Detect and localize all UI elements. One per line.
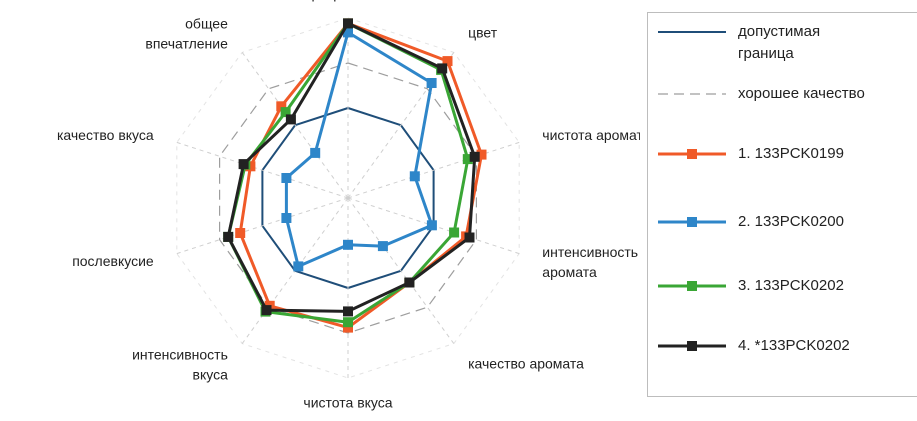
legend-item-1: допустимая граница bbox=[648, 21, 917, 67]
axis-label-line: качество вкуса bbox=[57, 127, 154, 143]
legend-item-6: 4. *133PCK0202 bbox=[648, 335, 917, 381]
series-2 bbox=[281, 27, 437, 272]
legend-marker bbox=[687, 341, 697, 351]
series-2-point bbox=[281, 173, 292, 183]
legend-item-5: 3. 133PCK0202 bbox=[648, 275, 917, 321]
series-4-point bbox=[285, 114, 296, 125]
series-2-point bbox=[310, 147, 321, 158]
series-2-point bbox=[343, 27, 353, 38]
legend-swatch-5 bbox=[658, 281, 726, 291]
axis-label-общее: общее впечатление bbox=[145, 16, 228, 52]
legend-marker bbox=[687, 149, 697, 159]
series-2-point bbox=[293, 261, 304, 272]
axis-spoke bbox=[347, 52, 455, 199]
series-4-point bbox=[343, 306, 353, 317]
series-2-point bbox=[426, 78, 437, 88]
axis-label-интенсивность: интенсивность вкуса bbox=[132, 346, 228, 382]
axis-label-line: аромата bbox=[542, 264, 597, 280]
axis-label-цвет: цвет bbox=[468, 25, 498, 41]
legend-item-3: 1. 133PCK0199 bbox=[648, 143, 917, 189]
legend-item-4: 2. 133PCK0200 bbox=[648, 211, 917, 257]
axis-label-line: чистота аромата bbox=[542, 127, 640, 143]
axis-label-line: впечатление bbox=[145, 36, 228, 52]
axis-label-послевкусие: послевкусие bbox=[72, 253, 154, 269]
axis-label-line: чистота вкуса bbox=[303, 394, 392, 410]
axis-spoke bbox=[241, 52, 349, 199]
series-4-point bbox=[469, 151, 480, 162]
series-3-point bbox=[280, 107, 291, 118]
legend-swatch-2 bbox=[658, 93, 726, 95]
series-line-2 bbox=[284, 30, 434, 268]
chart-legend: допустимая граница хорошее качество 1. 133… bbox=[647, 12, 917, 397]
axis-spoke bbox=[176, 197, 349, 255]
series-layer bbox=[223, 18, 487, 333]
axis-label-line: интенсивность bbox=[132, 346, 228, 362]
series-2-point bbox=[409, 171, 420, 182]
axis-spoke bbox=[347, 141, 520, 199]
legend-marker bbox=[687, 281, 697, 291]
series-3-point bbox=[343, 317, 353, 328]
series-4 bbox=[223, 18, 480, 317]
axis-label-layer: прозрачность цвет чистота аромата интенсивн… bbox=[57, 0, 640, 410]
legend-item-2: хорошее качество bbox=[648, 83, 917, 129]
series-2-point bbox=[281, 213, 292, 223]
legend-swatch-6 bbox=[658, 341, 726, 351]
legend-label-6: 4. *133PCK0202 bbox=[738, 337, 850, 354]
axis-label-line: качество аромата bbox=[468, 355, 584, 371]
series-1 bbox=[235, 18, 487, 333]
series-3-point bbox=[449, 227, 460, 238]
axis-label-line: общее bbox=[185, 16, 228, 32]
legend-label-2: хорошее качество bbox=[738, 85, 865, 102]
axis-label-качество-аромата: качество аромата bbox=[468, 355, 584, 371]
series-4-point bbox=[261, 305, 272, 316]
legend-label-3: 1. 133PCK0199 bbox=[738, 145, 844, 162]
axis-label-чистота-аромата: чистота аромата bbox=[542, 127, 640, 143]
axis-spoke bbox=[347, 197, 455, 344]
legend-swatch-4 bbox=[658, 217, 726, 227]
radar-chart: прозрачность цвет чистота аромата интенсивн… bbox=[57, 0, 640, 410]
axis-label-line: прозрачность bbox=[304, 0, 392, 2]
legend-label-5: 3. 133PCK0202 bbox=[738, 277, 844, 294]
legend-label-1: допустимая граница bbox=[738, 23, 821, 62]
series-1-point bbox=[245, 161, 256, 172]
series-2-point bbox=[426, 220, 437, 231]
axis-label-качество-вкуса: качество вкуса bbox=[57, 127, 154, 143]
series-1-point bbox=[276, 101, 287, 112]
series-4-point bbox=[404, 277, 415, 288]
series-1-point bbox=[343, 322, 353, 333]
reference-contour-2 bbox=[219, 62, 477, 334]
series-1-point bbox=[442, 56, 453, 67]
series-4-point bbox=[223, 231, 234, 242]
series-4-point bbox=[238, 159, 249, 170]
series-1-point bbox=[235, 228, 246, 238]
axis-spoke bbox=[176, 141, 349, 199]
series-3-point bbox=[462, 154, 473, 165]
series-1-point bbox=[476, 149, 487, 160]
axis-label-line: послевкусие bbox=[72, 253, 154, 269]
series-4-point bbox=[343, 18, 353, 29]
legend-label-4: 2. 133PCK0200 bbox=[738, 213, 844, 230]
series-2-point bbox=[343, 239, 353, 250]
legend-swatch-3 bbox=[658, 149, 726, 159]
axis-label-line: вкуса bbox=[193, 366, 229, 382]
series-4-point bbox=[437, 63, 448, 74]
axis-label-интенсивность: интенсивность аромата bbox=[542, 244, 638, 280]
legend-marker bbox=[687, 217, 697, 227]
axis-label-line: интенсивность bbox=[542, 244, 638, 260]
axis-label-line: цвет bbox=[468, 25, 498, 41]
axis-label-чистота-вкуса: чистота вкуса bbox=[303, 394, 392, 410]
series-2-point bbox=[377, 241, 388, 252]
axis-label-прозрачность: прозрачность bbox=[304, 0, 392, 2]
series-4-point bbox=[464, 232, 475, 243]
legend-swatch-1 bbox=[658, 31, 726, 33]
